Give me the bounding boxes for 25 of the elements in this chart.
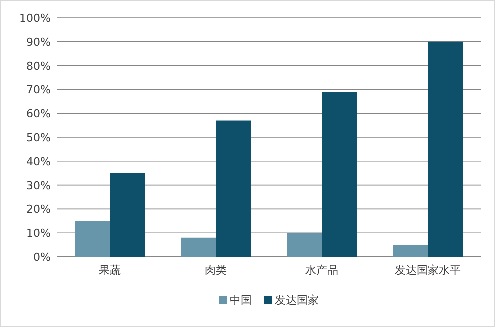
x-tick-label: 肉类 (205, 264, 227, 277)
y-tick-label: 70% (26, 84, 51, 97)
y-tick-label: 60% (26, 108, 51, 121)
bar (287, 233, 322, 257)
y-tick-label: 30% (26, 179, 51, 192)
bar (75, 221, 110, 257)
bar (393, 245, 428, 257)
bar (322, 92, 357, 257)
legend-label: 发达国家 (275, 294, 319, 307)
legend-label: 中国 (230, 294, 252, 307)
bar (181, 238, 216, 257)
y-tick-label: 0% (34, 251, 51, 264)
y-tick-label: 20% (26, 203, 51, 216)
y-tick-label: 40% (26, 155, 51, 168)
y-tick-label: 50% (26, 132, 51, 144)
x-tick-label: 发达国家水平 (395, 264, 461, 277)
x-tick-label: 果蔬 (99, 264, 121, 277)
bar (428, 42, 463, 257)
y-tick-label: 10% (26, 227, 51, 240)
bar (110, 173, 145, 257)
y-tick-label: 80% (26, 60, 51, 73)
bar (216, 120, 251, 257)
y-tick-label: 90% (26, 36, 51, 49)
y-tick-label: 100% (20, 12, 51, 25)
x-tick-label: 水产品 (306, 264, 338, 277)
